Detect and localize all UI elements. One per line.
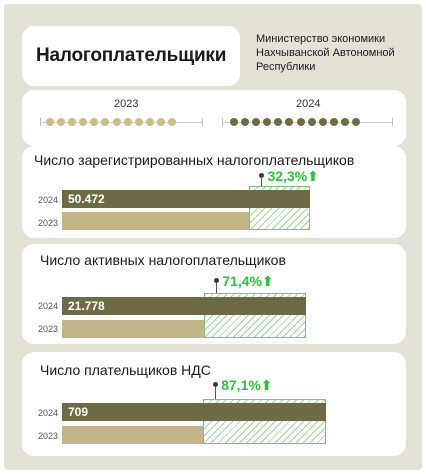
category-label-2024: 2024 [38, 301, 59, 311]
growth-marker-line [261, 177, 263, 186]
chart-title: Число плательщиков НДС [40, 362, 211, 378]
timeline-dot [340, 118, 349, 126]
chart-title: Число зарегистрированных налогоплательщи… [34, 152, 355, 168]
timeline-dot [274, 118, 283, 126]
growth-marker-line [216, 282, 218, 293]
category-label-2023: 2023 [38, 431, 59, 441]
timeline-dot [352, 118, 361, 126]
bar-2023 [62, 320, 205, 338]
timeline-dot [241, 118, 250, 126]
page-title: Налогоплательщики [36, 45, 227, 66]
timeline-tick [40, 118, 41, 126]
category-label-2023: 2023 [38, 218, 59, 228]
timeline-dot [296, 118, 305, 126]
growth-marker-line [215, 386, 217, 399]
data-label-2024: 709 [68, 405, 89, 419]
timeline-dot [329, 118, 338, 126]
infographic-frame: Налогоплательщики Министерство экономики… [4, 4, 422, 470]
timeline-dots-2024 [230, 118, 361, 126]
timeline-dot [68, 118, 77, 126]
timeline-dot [145, 118, 154, 126]
timeline-line-2023 [40, 122, 202, 123]
timeline-dot [79, 118, 88, 126]
timeline-card: 2023 2024 [22, 90, 406, 146]
growth-marker-dot [214, 278, 220, 283]
category-label-2023: 2023 [38, 324, 59, 334]
timeline-dot [90, 118, 99, 126]
timeline-line-2024 [222, 122, 392, 123]
growth-percent-label: 71,4%⬆ [222, 273, 274, 289]
bar-2024 [62, 403, 326, 421]
bar-2023 [62, 426, 204, 444]
timeline-dot [134, 118, 143, 126]
timeline-dot [285, 118, 294, 126]
timeline-dot [252, 118, 261, 126]
bar-2024 [62, 297, 306, 315]
timeline-dot [57, 118, 66, 126]
timeline-year-2024: 2024 [296, 98, 321, 110]
bar-2024 [62, 190, 310, 208]
chart-title: Число активных налогоплательщиков [40, 252, 286, 268]
bar-2023 [62, 212, 250, 230]
data-label-2024: 50.472 [68, 192, 105, 206]
metric-card-registered: Число зарегистрированных налогоплательщи… [22, 146, 406, 238]
timeline-tick [222, 118, 223, 126]
metric-card-active: Число активных налогоплательщиков 2024 2… [22, 244, 406, 344]
timeline-tick [202, 118, 203, 126]
timeline-dot [307, 118, 316, 126]
timeline-dot [318, 118, 327, 126]
growth-percent-label: 87,1%⬆ [221, 377, 273, 393]
timeline-dot [123, 118, 132, 126]
category-label-2024: 2024 [38, 195, 59, 205]
timeline-dot [230, 118, 238, 126]
timeline-dot [263, 118, 272, 126]
growth-marker-dot [259, 173, 265, 178]
timeline-dot [101, 118, 110, 126]
timeline-dots-2023 [46, 118, 177, 126]
timeline-dot [168, 118, 177, 126]
header-card [22, 26, 240, 86]
data-label-2024: 21.778 [68, 299, 105, 313]
timeline-tick [392, 118, 393, 126]
timeline-dot [156, 118, 165, 126]
category-label-2024: 2024 [38, 408, 59, 418]
growth-percent-label: 32,3%⬆ [267, 168, 319, 184]
ministry-name: Министерство экономики Нахчыванской Авто… [256, 33, 395, 73]
timeline-dot [112, 118, 121, 126]
timeline-dot [46, 118, 54, 126]
metric-card-vat: Число плательщиков НДС 2024 2023 709 87,1… [22, 352, 406, 456]
timeline-year-2023: 2023 [114, 98, 139, 110]
growth-marker-dot [213, 382, 219, 387]
